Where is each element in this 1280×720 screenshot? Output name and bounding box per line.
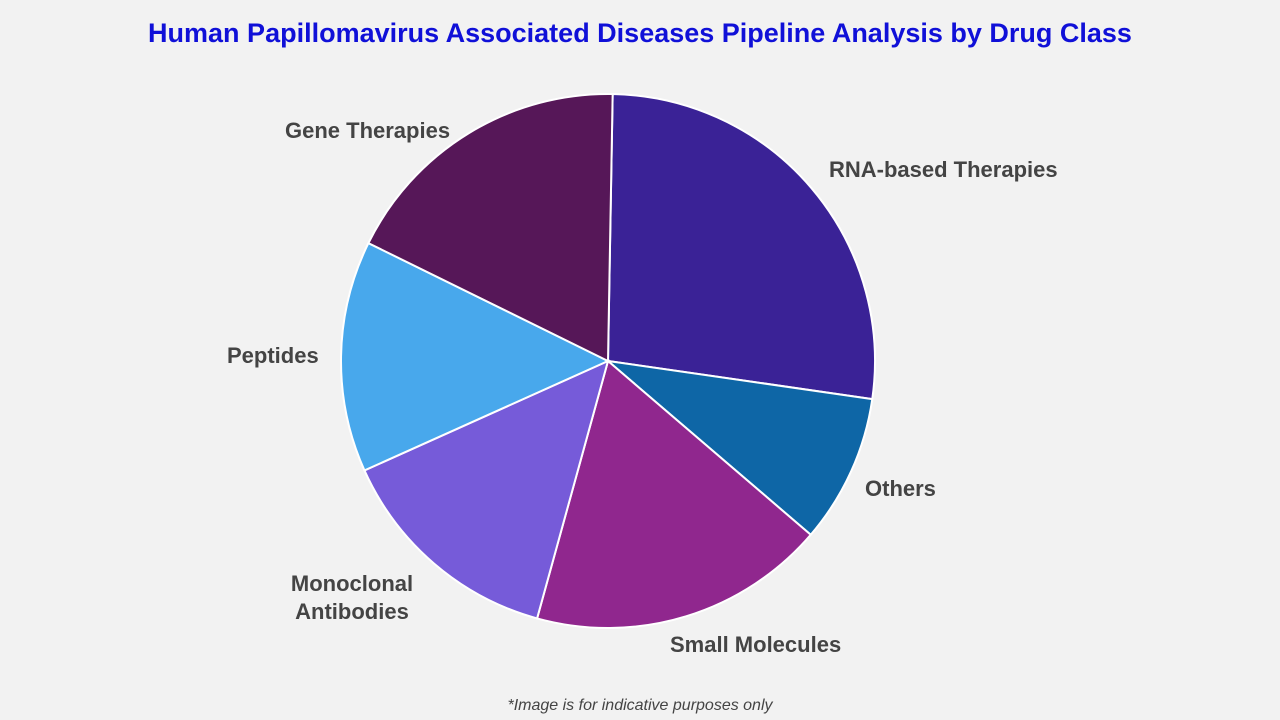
slice-label: Gene Therapies — [285, 118, 451, 143]
slice-label: Small Molecules — [670, 632, 842, 657]
pie-slice-rna-based-therapies — [606, 93, 876, 401]
pie-slice-monoclonal-antibodies — [363, 359, 610, 620]
slice-label: Others — [865, 476, 936, 501]
slice-label: RNA-based Therapies — [829, 157, 1058, 182]
chart-title: Human Papillomavirus Associated Diseases… — [148, 18, 1132, 48]
footnote: *Image is for indicative purposes only — [507, 697, 773, 714]
pie-slice-gene-therapies — [367, 93, 614, 363]
pie-slice-small-molecules — [535, 359, 813, 629]
pie-slice-others — [604, 359, 874, 537]
slice-label: Monoclonal Antibodies — [290, 571, 414, 624]
slice-label: Peptides — [227, 343, 319, 368]
pie-slice-peptides — [340, 241, 611, 472]
